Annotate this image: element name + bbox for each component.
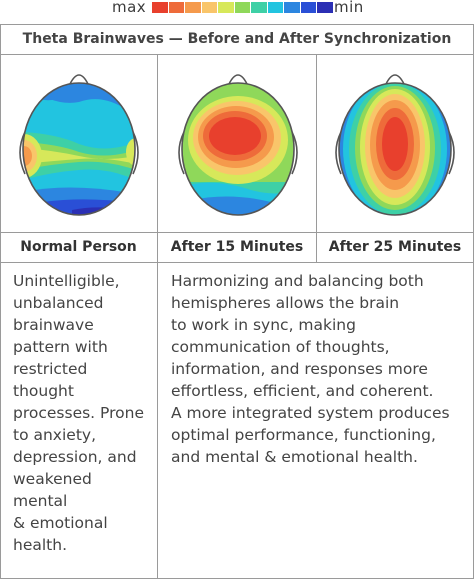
legend-swatches	[152, 2, 334, 13]
brain-map-25-minutes	[335, 74, 455, 216]
brain-map-15-minutes	[178, 74, 298, 216]
legend-max-label: max	[112, 0, 147, 16]
legend-swatch-2	[168, 2, 184, 13]
description-normal: Unintelligible, unbalanced brainwave pat…	[13, 272, 144, 554]
table-top-border	[0, 24, 474, 25]
column-label-25-minutes: After 25 Minutes	[328, 239, 462, 255]
legend-swatch-11	[317, 2, 333, 13]
column-divider-2	[316, 54, 317, 262]
legend-swatch-3	[185, 2, 201, 13]
image-divider	[0, 232, 474, 233]
legend-swatch-8	[267, 2, 283, 13]
legend-swatch-6	[234, 2, 250, 13]
table-title: Theta Brainwaves — Before and After Sync…	[22, 31, 452, 47]
title-divider	[0, 54, 474, 55]
column-label-15-minutes: After 15 Minutes	[170, 239, 304, 255]
color-legend: max min	[0, 0, 474, 16]
legend-swatch-1	[152, 2, 168, 13]
description-synchronized: Harmonizing and balancing both hemispher…	[171, 272, 450, 466]
legend-swatch-7	[251, 2, 267, 13]
column-label-normal: Normal Person	[20, 239, 137, 255]
column-divider-1	[157, 54, 158, 579]
legend-swatch-4	[201, 2, 217, 13]
legend-swatch-5	[218, 2, 234, 13]
table-left-border	[0, 24, 1, 579]
legend-min-label: min	[334, 0, 364, 16]
label-divider	[0, 262, 474, 263]
legend-swatch-10	[300, 2, 316, 13]
brain-map-normal	[19, 74, 139, 216]
legend-swatch-9	[284, 2, 300, 13]
